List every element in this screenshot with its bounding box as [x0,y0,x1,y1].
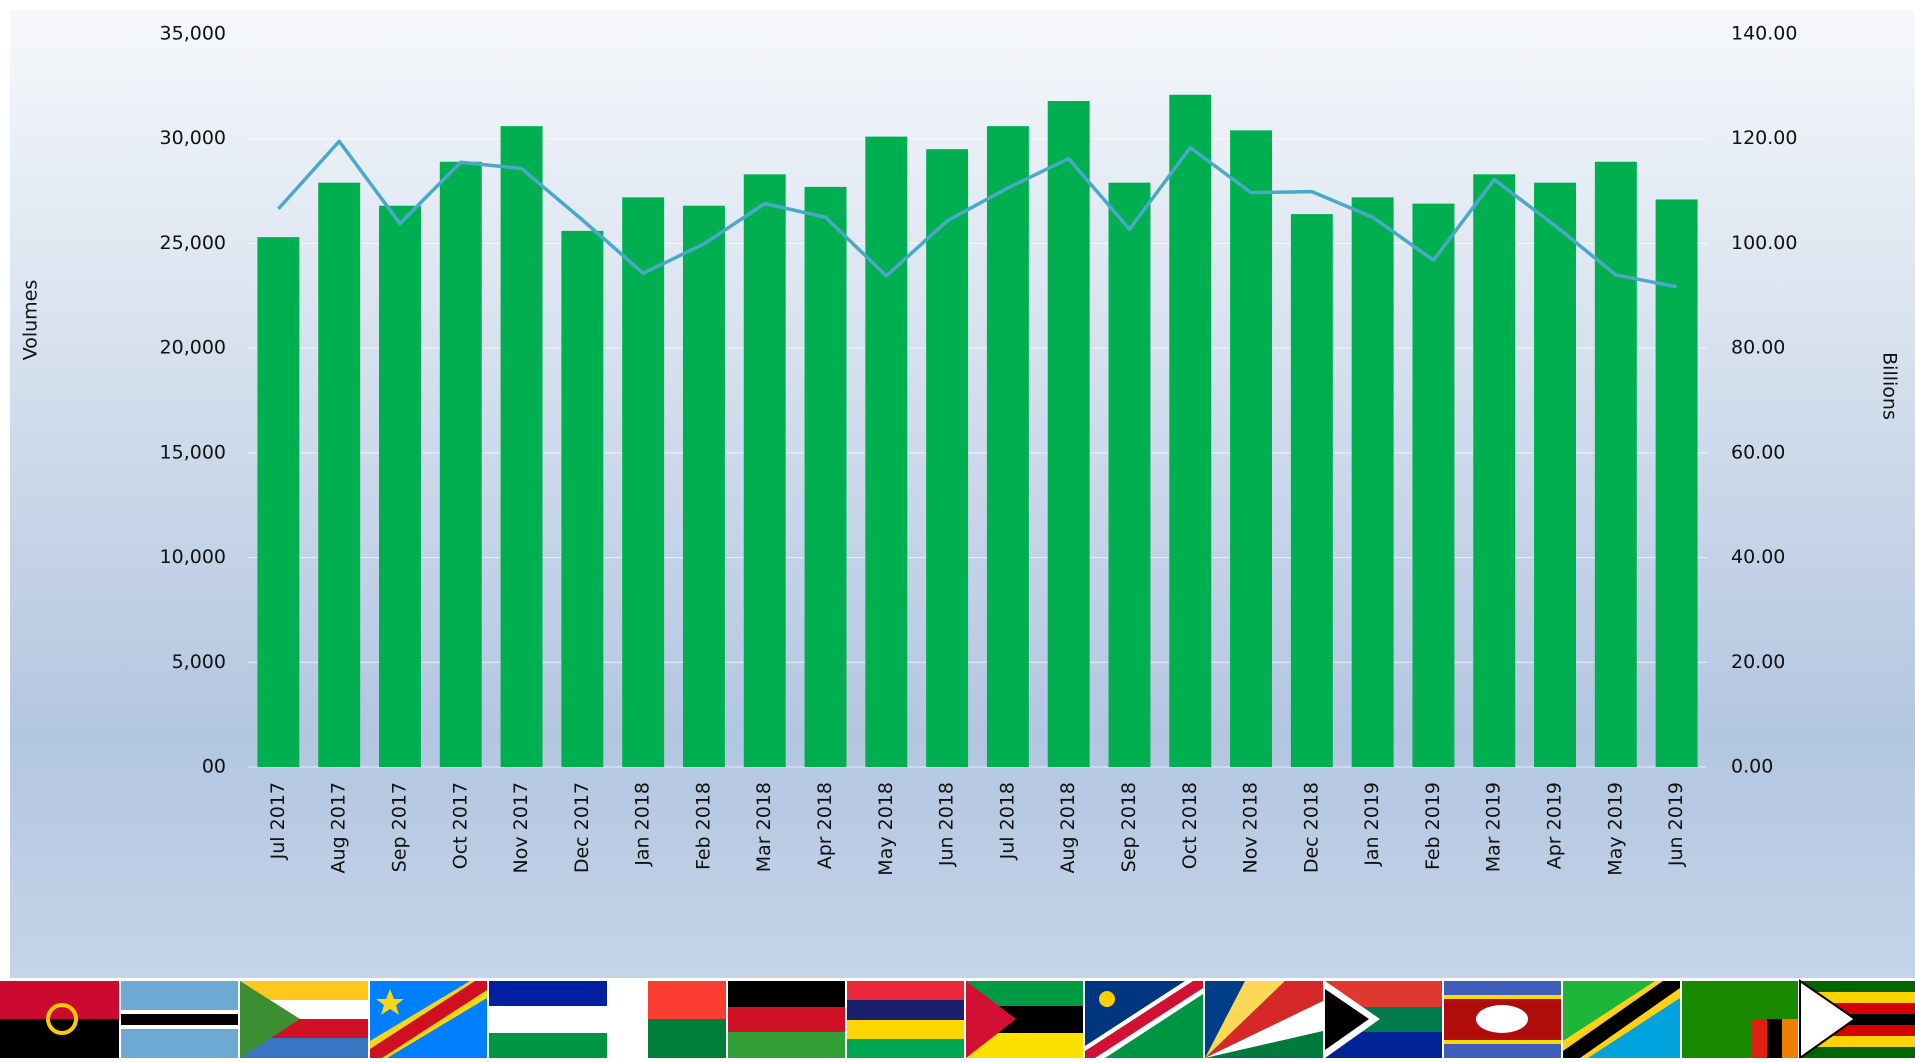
bar [379,205,421,767]
y2-axis-title: Billions [1879,352,1901,420]
x-tick-label: Apr 2019 [1544,782,1566,869]
bar [743,174,786,767]
flag-strip [0,979,1915,1060]
bar [1047,101,1090,767]
bar [986,126,1029,768]
x-tick-label: Jul 2018 [996,782,1018,860]
bar [318,182,361,768]
x-tick-label: Jul 2017 [267,782,289,860]
x-tick-label: Nov 2017 [510,782,532,873]
x-tick-label: Oct 2017 [449,782,471,869]
x-tick-label: Aug 2017 [328,782,350,874]
y-tick-label: 10,000 [160,546,226,568]
bar [1351,197,1394,768]
y-tick-label: 20,000 [160,337,226,359]
bar [1169,94,1212,768]
y2-tick-label: 100.00 [1731,232,1797,254]
x-tick-label: Aug 2018 [1057,782,1079,874]
y2-tick-label: 40.00 [1731,546,1785,568]
y2-tick-label: 60.00 [1731,441,1785,463]
bar [1473,174,1516,767]
x-tick-label: Feb 2018 [692,782,714,870]
y-tick-label: 30,000 [160,127,226,149]
y2-tick-label: 140.00 [1731,23,1797,45]
y-tick-label: 25,000 [160,232,226,254]
x-tick-label: Dec 2017 [571,782,593,873]
x-tick-label: Jan 2019 [1361,782,1383,867]
bar [1412,203,1455,767]
bar [1290,214,1333,767]
bar [500,126,543,768]
bar [804,186,847,767]
bar [561,230,604,767]
x-tick-label: Mar 2018 [753,782,775,872]
y-tick-label: 15,000 [160,441,226,463]
y-tick-label: 00 [202,756,226,778]
y2-tick-label: 120.00 [1731,127,1797,149]
bar [926,149,969,767]
x-tick-label: Jan 2018 [632,782,654,867]
y-axis-title: Volumes [20,280,42,361]
x-tick-label: Jun 2019 [1665,782,1687,867]
x-tick-label: Apr 2018 [814,782,836,869]
bar [1230,130,1273,767]
x-tick-label: May 2019 [1604,782,1626,876]
x-tick-label: May 2018 [875,782,897,876]
y2-tick-label: 80.00 [1731,337,1785,359]
bar [1108,182,1151,768]
bar [1655,199,1698,767]
y2-tick-label: 20.00 [1731,651,1785,673]
x-tick-label: Nov 2018 [1240,782,1262,873]
y2-tick-label: 0.00 [1731,756,1773,778]
bar [257,237,300,767]
x-tick-label: Sep 2018 [1118,782,1140,872]
y-tick-label: 5,000 [172,651,226,673]
y-tick-label: 35,000 [160,23,226,45]
x-tick-label: Sep 2017 [388,782,410,872]
x-tick-label: Dec 2018 [1300,782,1322,873]
x-tick-label: Feb 2019 [1422,782,1444,870]
bar [682,205,725,767]
x-tick-label: Oct 2018 [1179,782,1201,869]
bar [1594,161,1637,767]
x-tick-label: Jun 2018 [936,782,958,867]
bar [622,197,665,768]
line [277,139,1677,289]
x-tick-label: Mar 2019 [1483,782,1505,872]
bar [439,161,482,767]
bar [865,136,908,767]
bar [1534,182,1576,768]
